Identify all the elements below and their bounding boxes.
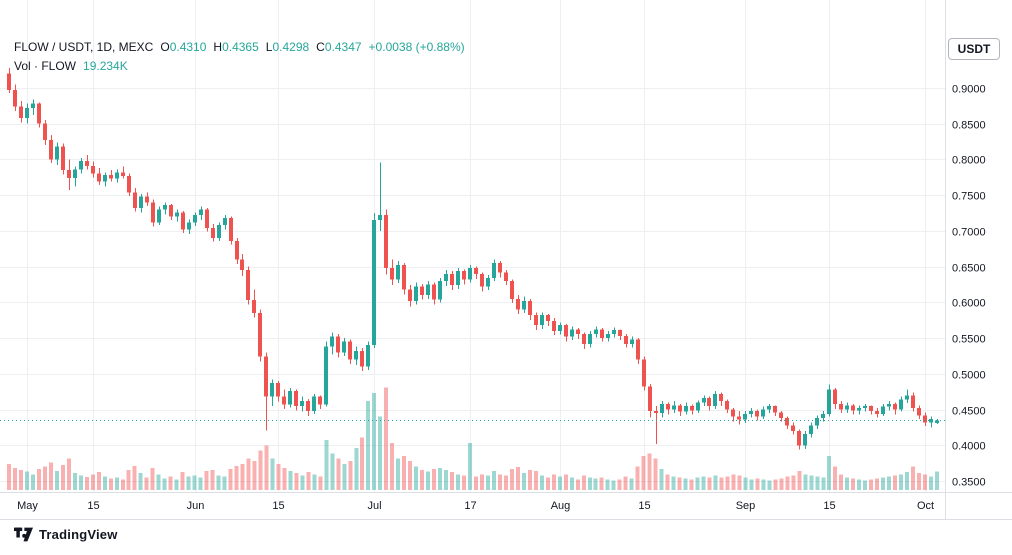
- svg-text:Oct: Oct: [917, 500, 934, 512]
- legend-volume-row: Vol · FLOW 19.234K: [14, 57, 465, 76]
- svg-text:Aug: Aug: [551, 500, 571, 512]
- open-value: 0.4310: [169, 40, 207, 54]
- volume-label[interactable]: Vol · FLOW: [14, 59, 77, 73]
- tradingview-brand-text: TradingView: [39, 527, 118, 542]
- svg-text:Jul: Jul: [367, 500, 381, 512]
- svg-text:0.3500: 0.3500: [952, 477, 986, 489]
- svg-text:17: 17: [464, 500, 476, 512]
- price-axis[interactable]: [946, 0, 1012, 520]
- svg-text:15: 15: [87, 500, 99, 512]
- tradingview-attribution[interactable]: TradingView: [14, 527, 118, 542]
- svg-text:Sep: Sep: [736, 500, 756, 512]
- low-label: L: [265, 40, 273, 54]
- svg-text:0.4500: 0.4500: [952, 406, 986, 418]
- svg-text:0.7500: 0.7500: [952, 191, 986, 203]
- symbol-legend: FLOW / USDT, 1D, MEXC O0.4310 H0.4365 L0.42…: [14, 38, 465, 76]
- low-value: 0.4298: [272, 40, 310, 54]
- open-label: O: [160, 40, 170, 54]
- svg-text:15: 15: [272, 500, 284, 512]
- high-value: 0.4365: [222, 40, 259, 54]
- close-value: 0.4347: [324, 40, 362, 54]
- svg-text:0.5000: 0.5000: [952, 370, 986, 382]
- time-axis[interactable]: [0, 493, 945, 520]
- volume-value: 19.234K: [83, 59, 128, 73]
- tradingview-logo-icon: [14, 527, 33, 542]
- svg-text:0.4000: 0.4000: [952, 441, 986, 453]
- svg-text:0.5500: 0.5500: [952, 334, 986, 346]
- svg-text:15: 15: [823, 500, 835, 512]
- svg-text:May: May: [17, 500, 38, 512]
- svg-text:0.8500: 0.8500: [952, 120, 986, 132]
- legend-ohlc-row: FLOW / USDT, 1D, MEXC O0.4310 H0.4365 L0.42…: [14, 38, 465, 57]
- svg-text:0.8000: 0.8000: [952, 155, 986, 167]
- svg-text:0.7000: 0.7000: [952, 227, 986, 239]
- currency-toggle-button[interactable]: USDT: [948, 38, 1000, 60]
- high-label: H: [213, 40, 223, 54]
- candlestick-chart-pane[interactable]: 0.9000 0.8500 0.8000 0.7500 0.7000 0.6500 0.60…: [0, 0, 1012, 520]
- svg-text:0.6000: 0.6000: [952, 298, 986, 310]
- change-value: +0.0038 (+0.88%): [368, 40, 465, 54]
- close-label: C: [316, 40, 325, 54]
- svg-text:15: 15: [638, 500, 650, 512]
- svg-text:Jun: Jun: [187, 500, 205, 512]
- svg-text:0.9000: 0.9000: [952, 84, 986, 96]
- svg-text:0.6500: 0.6500: [952, 263, 986, 275]
- symbol-title[interactable]: FLOW / USDT, 1D, MEXC: [14, 40, 154, 54]
